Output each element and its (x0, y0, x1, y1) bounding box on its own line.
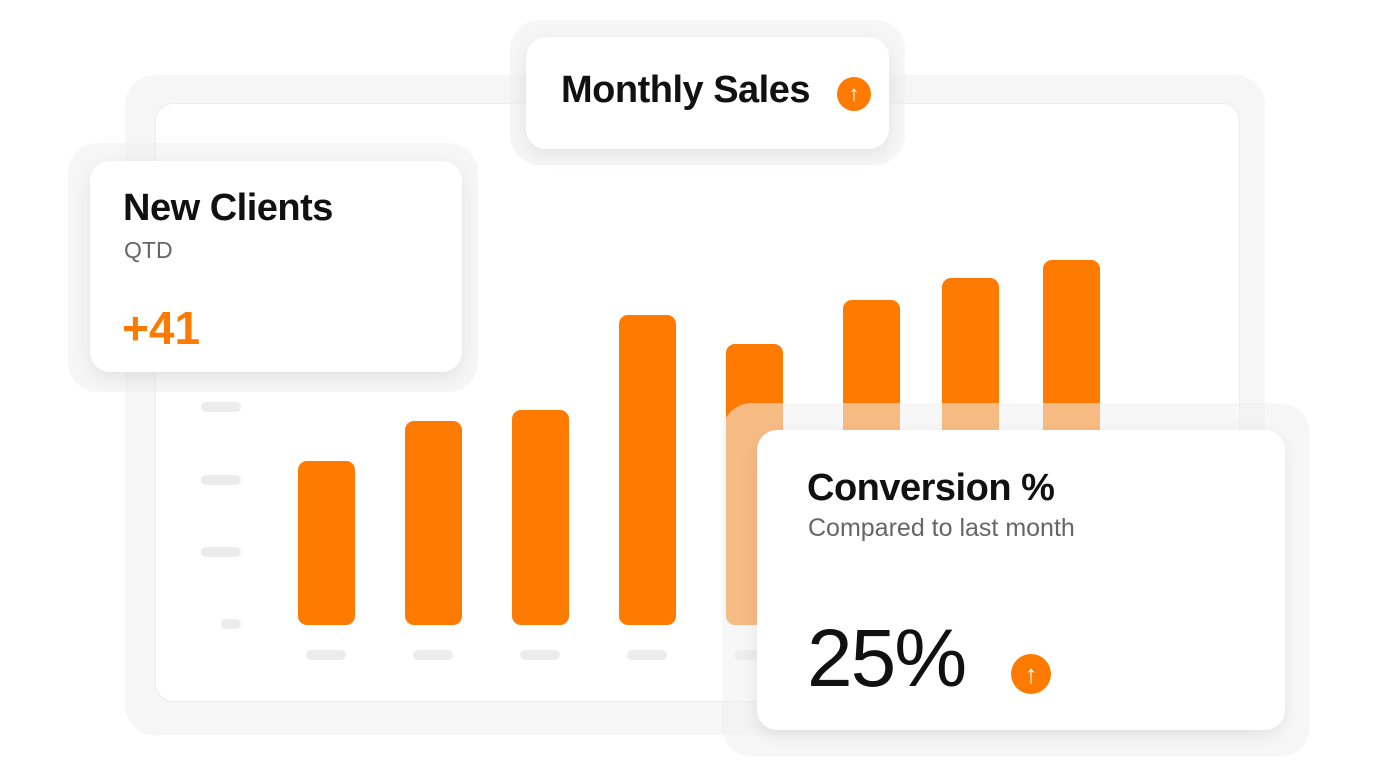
y-tick-placeholder (201, 402, 241, 412)
x-tick-placeholder (520, 650, 560, 660)
new-clients-title: New Clients (123, 187, 333, 229)
new-clients-card: New Clients QTD +41 (90, 161, 462, 372)
y-tick-placeholder (201, 547, 241, 557)
monthly-sales-card: Monthly Sales ↑ (526, 37, 889, 149)
conversion-card: Conversion % Compared to last month 25% … (757, 430, 1285, 730)
bar (405, 420, 462, 625)
conversion-subtitle: Compared to last month (808, 514, 1075, 542)
monthly-sales-title: Monthly Sales (561, 69, 811, 111)
arrow-up-circle-icon: ↑ (1011, 654, 1051, 694)
x-tick-placeholder (306, 650, 346, 660)
y-tick-placeholder (221, 619, 241, 629)
conversion-value: 25% (807, 613, 967, 704)
bar (619, 314, 676, 625)
bar (512, 409, 569, 625)
new-clients-value: +41 (122, 302, 201, 354)
new-clients-period: QTD (124, 237, 173, 263)
x-tick-placeholder (413, 650, 453, 660)
bar (298, 460, 355, 625)
y-tick-placeholder (201, 475, 241, 485)
conversion-title: Conversion % (807, 467, 1055, 509)
arrow-up-circle-icon: ↑ (837, 77, 871, 111)
x-tick-placeholder (627, 650, 667, 660)
